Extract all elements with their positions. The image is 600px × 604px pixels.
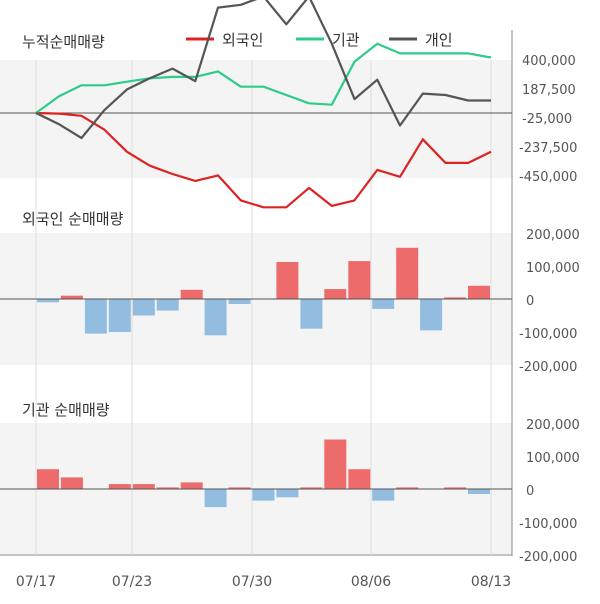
- series-line-3: [35, 0, 491, 140]
- bar: [156, 487, 179, 489]
- bar: [204, 299, 227, 336]
- x-tick-label: 08/06: [351, 574, 391, 590]
- bar: [468, 285, 490, 299]
- bar: [300, 487, 323, 489]
- bar: [37, 469, 59, 489]
- bar: [396, 247, 419, 299]
- vertical-gridlines: [35, 60, 492, 555]
- bar: [204, 489, 227, 508]
- bar: [108, 484, 131, 490]
- legend-label-individual: 개인: [425, 31, 453, 49]
- panel-2-title: 외국인 순매매량: [22, 210, 124, 228]
- series-line-1: [35, 111, 492, 209]
- panel-3-title: 기관 순매매량: [22, 401, 110, 419]
- bar: [468, 489, 490, 494]
- bar: [324, 289, 347, 299]
- panel-3-bars: [37, 439, 490, 508]
- panel-3-ytick: 200,000: [526, 418, 580, 433]
- panel-1-ytick: -450,000: [519, 170, 577, 185]
- bar: [132, 484, 155, 490]
- panel-2-ytick: 100,000: [526, 261, 580, 276]
- bar: [228, 299, 251, 304]
- panel-1-ytick: -25,000: [522, 112, 572, 127]
- bar: [276, 262, 299, 299]
- bar: [60, 295, 83, 299]
- bar: [324, 439, 347, 489]
- bar: [84, 299, 107, 334]
- legend-label-foreign: 외국인: [222, 31, 263, 49]
- legend: 외국인 기관 개인: [186, 31, 453, 49]
- panel-3-ytick: -200,000: [519, 550, 577, 565]
- bar: [372, 299, 395, 309]
- bar: [396, 487, 419, 489]
- panel-1-ytick: -237,500: [519, 141, 577, 156]
- panel-3-ytick: 0: [526, 484, 534, 499]
- bar: [300, 299, 323, 329]
- panel-2-bars: [37, 247, 490, 336]
- bar: [132, 299, 155, 316]
- bar: [444, 487, 467, 489]
- panel-1-ytick: 187,500: [522, 83, 576, 98]
- x-tick-label: 07/17: [16, 574, 56, 590]
- x-tick-label: 07/30: [232, 574, 272, 590]
- panel-2-ytick: 0: [526, 294, 534, 309]
- bar: [444, 297, 467, 299]
- bar: [348, 261, 371, 300]
- bar: [420, 299, 443, 331]
- bar: [276, 489, 299, 498]
- bar: [37, 299, 59, 303]
- panel-2-ytick: 200,000: [526, 228, 580, 243]
- x-tick-label: 07/23: [112, 574, 152, 590]
- legend-label-institution: 기관: [332, 31, 360, 49]
- bar: [252, 489, 275, 501]
- bar: [60, 477, 83, 489]
- x-tick-label: 08/13: [471, 574, 511, 590]
- bar: [228, 487, 251, 489]
- panel-1-title: 누적순매매량: [22, 33, 105, 51]
- panel-3-ytick: -100,000: [519, 517, 577, 532]
- panel-1-ytick: 400,000: [522, 54, 576, 69]
- panel-3-ytick: 100,000: [526, 451, 580, 466]
- bar: [156, 299, 179, 311]
- panel-1-lines: [35, 0, 492, 209]
- bar: [348, 469, 371, 489]
- panel-1-background: [0, 60, 512, 178]
- bar: [108, 299, 131, 332]
- panel-2-ytick: -200,000: [519, 360, 577, 375]
- bar: [372, 489, 395, 501]
- bar: [180, 289, 203, 299]
- panel-2-ytick: -100,000: [519, 327, 577, 342]
- series-line-2: [35, 42, 492, 114]
- bar: [180, 482, 203, 489]
